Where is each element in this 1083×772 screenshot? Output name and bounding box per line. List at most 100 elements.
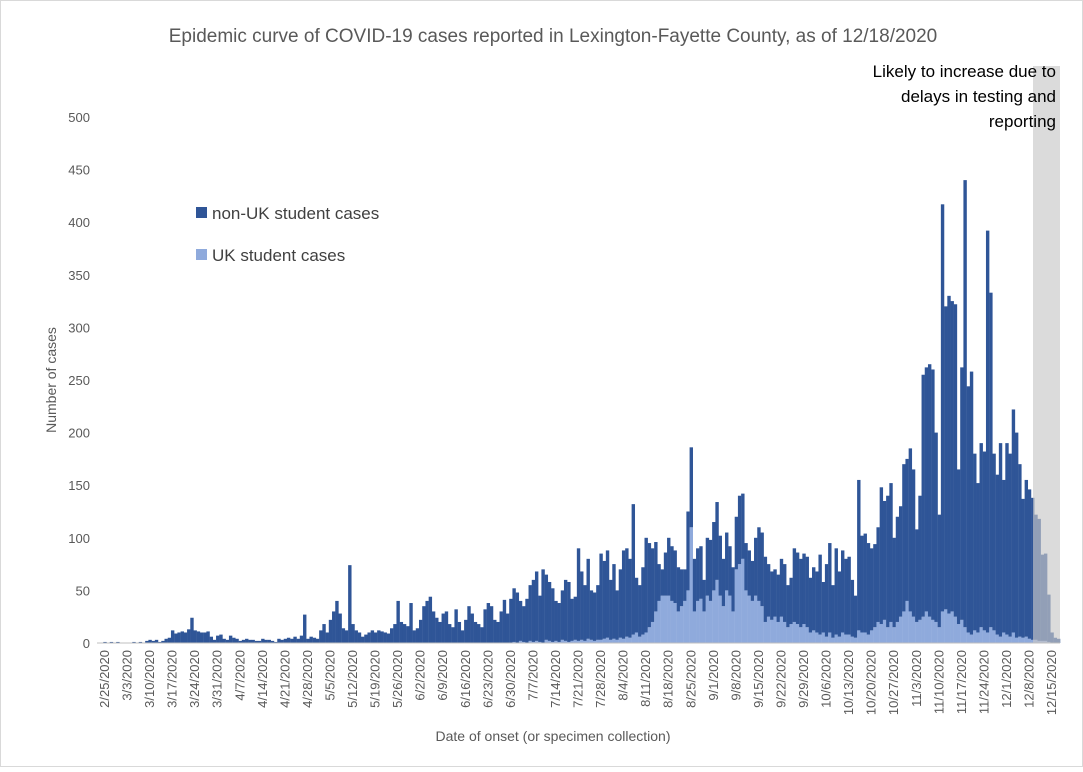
bar	[705, 595, 710, 643]
x-tick-label: 7/7/2020	[525, 650, 540, 701]
bar	[992, 453, 996, 631]
bar	[270, 640, 275, 643]
bar	[924, 367, 929, 612]
bar	[361, 636, 365, 643]
bar	[744, 543, 748, 591]
x-tick-label: 8/11/2020	[638, 650, 653, 707]
x-tick-label: 2/25/2020	[97, 650, 112, 708]
bar	[534, 571, 539, 641]
bar	[599, 639, 603, 643]
bar	[834, 548, 838, 635]
bar	[644, 632, 648, 643]
bar	[164, 638, 168, 643]
bar	[615, 590, 619, 640]
bar	[145, 640, 149, 643]
bar	[625, 548, 629, 637]
bar	[708, 539, 713, 601]
bar	[525, 598, 529, 643]
bar	[947, 613, 951, 643]
bar	[216, 635, 220, 643]
bar	[898, 616, 903, 643]
y-tick-label: 100	[68, 531, 90, 546]
bar	[296, 638, 300, 643]
bar	[1024, 479, 1029, 637]
bar	[931, 369, 935, 620]
bar	[663, 552, 668, 596]
bar	[857, 479, 861, 631]
bar	[299, 635, 304, 643]
annotation: delays in testing and	[901, 87, 1056, 106]
bar	[631, 634, 636, 643]
bar	[960, 619, 964, 643]
bar	[863, 533, 867, 633]
bar	[940, 611, 945, 643]
bar	[1008, 636, 1012, 643]
bar	[309, 636, 313, 643]
bar	[824, 636, 829, 643]
bar	[341, 628, 346, 643]
bar	[592, 640, 597, 643]
x-tick-label: 11/24/2020	[976, 650, 991, 714]
bar	[873, 627, 877, 643]
bar	[277, 638, 281, 643]
y-tick-label: 350	[68, 268, 90, 283]
bar	[428, 596, 433, 643]
x-tick-label: 11/3/2020	[909, 650, 924, 707]
bar	[869, 548, 874, 631]
bar	[841, 550, 845, 633]
bar	[180, 631, 185, 643]
bar	[238, 640, 242, 643]
x-tick-label: 7/21/2020	[571, 650, 586, 708]
bar	[393, 624, 397, 643]
bar	[934, 432, 938, 622]
bar	[960, 367, 964, 620]
bar	[364, 634, 368, 643]
bar	[947, 295, 951, 614]
bar	[241, 639, 246, 643]
bar	[444, 611, 449, 643]
bar	[638, 636, 642, 643]
bar	[905, 458, 909, 601]
bar	[570, 598, 574, 641]
bar	[953, 616, 958, 643]
bar	[261, 638, 265, 643]
bar	[605, 550, 610, 638]
bar	[692, 611, 697, 643]
bar	[686, 590, 690, 643]
bar	[348, 565, 352, 643]
x-tick-label: 4/21/2020	[277, 650, 292, 708]
bar	[409, 603, 413, 643]
bar	[728, 546, 732, 596]
x-tick-label: 5/12/2020	[345, 650, 360, 708]
bar	[1027, 489, 1032, 639]
x-tick-label: 3/24/2020	[187, 650, 202, 708]
bar	[1018, 464, 1022, 637]
bar	[905, 600, 909, 643]
x-tick-label: 9/15/2020	[751, 650, 766, 708]
bar	[837, 571, 842, 637]
bar	[576, 548, 581, 641]
bar	[834, 634, 838, 643]
bar	[1014, 432, 1019, 638]
bar	[464, 619, 468, 643]
bar	[757, 527, 761, 601]
bar	[915, 529, 919, 622]
x-tick-label: 7/14/2020	[548, 650, 563, 708]
bar	[418, 619, 423, 643]
bar	[563, 640, 568, 643]
bar	[151, 640, 156, 643]
bar	[235, 638, 239, 643]
bar	[377, 630, 381, 643]
x-tick-label: 6/16/2020	[458, 650, 473, 708]
bar	[148, 639, 152, 643]
bar	[741, 558, 745, 643]
bar	[837, 636, 842, 643]
bar	[676, 567, 681, 612]
bar	[650, 621, 655, 643]
bar	[264, 639, 268, 643]
bar	[1031, 497, 1035, 640]
bar	[303, 614, 307, 643]
bar	[818, 634, 822, 643]
bar	[989, 627, 993, 643]
annotation: Likely to increase due to	[873, 62, 1056, 81]
